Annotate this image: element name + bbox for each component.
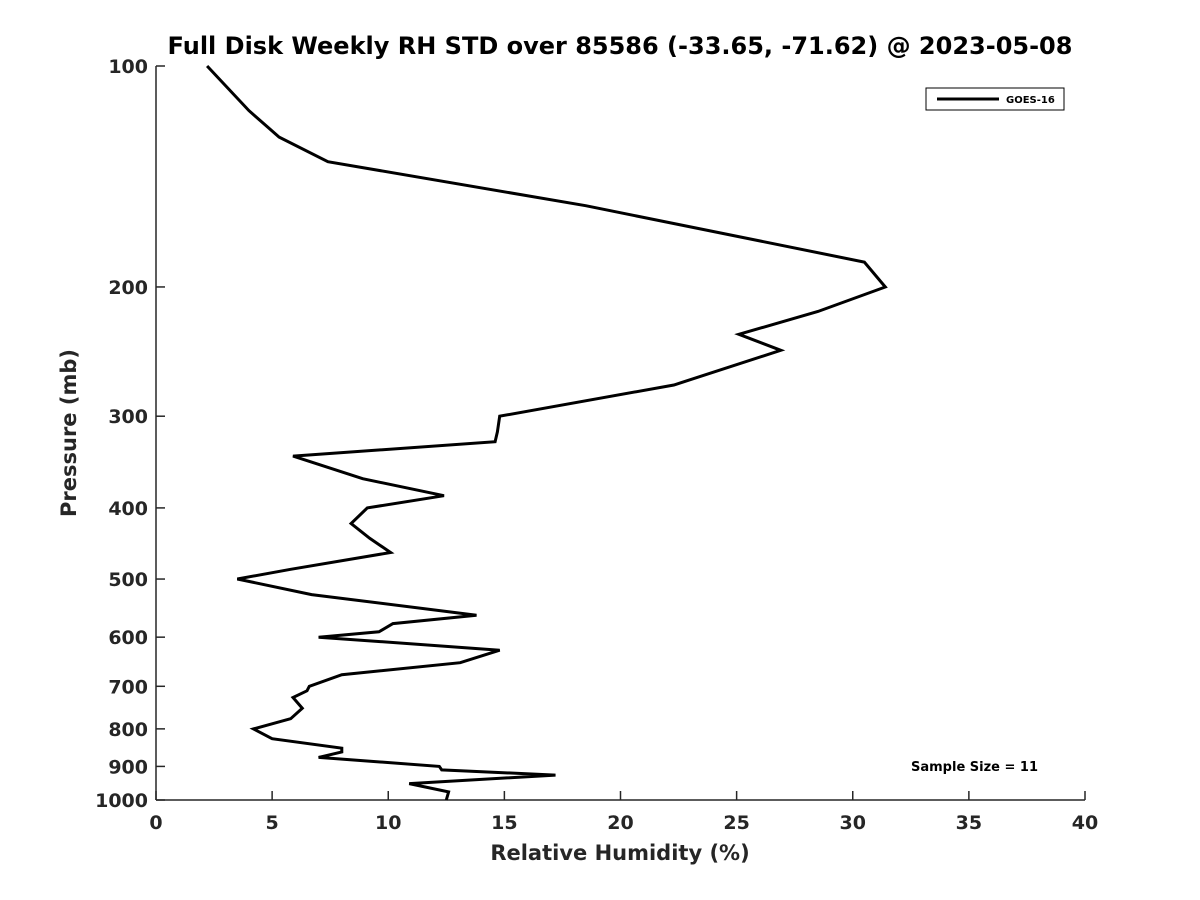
sample-size-annotation: Sample Size = 11 (911, 760, 1038, 775)
x-tick-label: 40 (1072, 812, 1098, 834)
y-tick-label: 700 (108, 676, 148, 698)
y-tick-label: 800 (108, 719, 148, 741)
x-tick-label: 5 (266, 812, 279, 834)
y-tick-label: 900 (108, 756, 148, 778)
x-axis-label: Relative Humidity (%) (490, 841, 749, 865)
x-tick-label: 10 (375, 812, 401, 834)
y-tick-label: 300 (108, 406, 148, 428)
y-tick-label: 200 (108, 277, 148, 299)
y-ticks: 100 200 300 400 500 600 700 800 900 1000 (95, 56, 165, 812)
x-tick-label: 20 (607, 812, 633, 834)
chart-title: Full Disk Weekly RH STD over 85586 (-33.… (168, 32, 1073, 60)
x-tick-label: 30 (840, 812, 866, 834)
y-tick-label: 400 (108, 498, 148, 520)
legend: GOES-16 (925, 87, 1065, 111)
y-tick-label: 1000 (95, 790, 148, 812)
y-tick-label: 100 (108, 56, 148, 78)
x-tick-label: 0 (149, 812, 162, 834)
x-tick-label: 25 (723, 812, 749, 834)
y-tick-label: 500 (108, 569, 148, 591)
y-tick-label: 600 (108, 627, 148, 649)
x-tick-label: 35 (956, 812, 982, 834)
y-axis-label: Pressure (mb) (57, 349, 81, 517)
goes-16-series-line (206, 64, 888, 801)
x-ticks: 0 5 10 15 20 25 30 35 40 (149, 791, 1098, 834)
legend-label-goes-16: GOES-16 (1006, 95, 1055, 106)
x-tick-label: 15 (491, 812, 517, 834)
